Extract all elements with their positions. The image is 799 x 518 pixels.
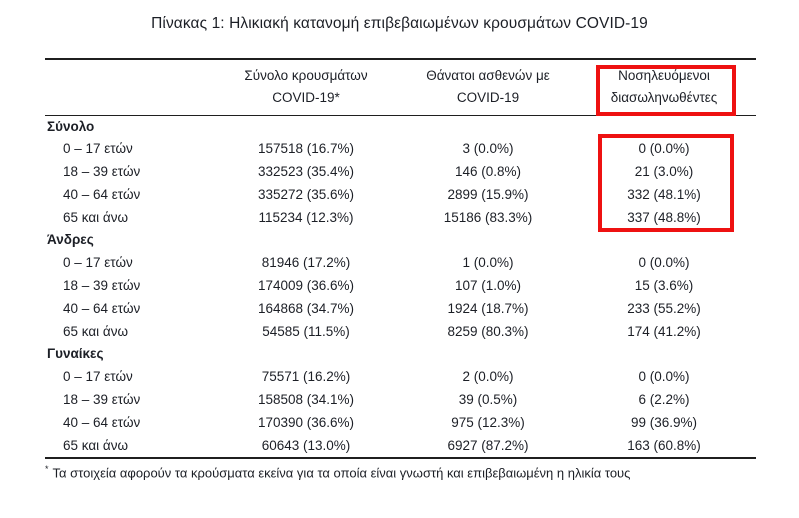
- table-row: 18 – 39 ετών 332523 (35.4%) 146 (0.8%) 2…: [45, 161, 756, 184]
- age-label: 40 – 64 ετών: [63, 414, 141, 430]
- table-row: 65 και άνω 54585 (11.5%) 8259 (80.3%) 17…: [45, 321, 756, 344]
- cases-value: 157518 (16.7%): [257, 141, 355, 157]
- cases-value: 115234 (12.3%): [258, 209, 354, 225]
- section-row-men: Άνδρες: [45, 229, 756, 252]
- age-label: 40 – 64 ετών: [63, 300, 141, 316]
- cases-value: 174009 (36.6%): [257, 278, 355, 294]
- col-header-intubated-line2: διασωληνωθέντες: [610, 90, 718, 106]
- cases-value: 170390 (36.6%): [257, 414, 355, 430]
- table-row: 0 – 17 ετών 75571 (16.2%) 2 (0.0%) 0 (0.…: [45, 366, 756, 389]
- deaths-value: 107 (1.0%): [454, 278, 522, 294]
- cases-value: 158508 (34.1%): [257, 392, 355, 408]
- intubated-value: 21 (3.0%): [634, 164, 694, 180]
- table-row: 40 – 64 ετών 335272 (35.6%) 2899 (15.9%)…: [45, 184, 756, 207]
- footnote-text: Τα στοιχεία αφορούν τα κρούσματα εκείνα …: [52, 465, 631, 481]
- deaths-value: 146 (0.8%): [454, 164, 522, 180]
- col-header-intubated: Νοσηλευόμενοι διασωληνωθέντες: [572, 59, 756, 116]
- cases-value: 60643 (13.0%): [261, 437, 351, 453]
- age-label: 65 και άνω: [63, 209, 129, 225]
- age-label: 0 – 17 ετών: [63, 255, 133, 271]
- age-label: 65 και άνω: [63, 437, 129, 453]
- header-row: Σύνολο κρουσμάτων COVID-19* Θάνατοι ασθε…: [45, 59, 756, 116]
- deaths-value: 3 (0.0%): [462, 141, 514, 157]
- deaths-value: 8259 (80.3%): [447, 323, 529, 339]
- age-distribution-table: Σύνολο κρουσμάτων COVID-19* Θάνατοι ασθε…: [45, 58, 756, 460]
- table-row: 18 – 39 ετών 158508 (34.1%) 39 (0.5%) 6 …: [45, 389, 756, 412]
- age-label: 40 – 64 ετών: [63, 186, 141, 202]
- age-label: 65 και άνω: [63, 323, 129, 339]
- section-row-total: Σύνολο: [45, 115, 756, 138]
- intubated-value: 233 (55.2%): [627, 300, 701, 316]
- intubated-value: 0 (0.0%): [638, 255, 690, 271]
- deaths-value: 975 (12.3%): [451, 414, 525, 430]
- footnote-asterisk: *: [45, 464, 49, 474]
- cases-value: 75571 (16.2%): [261, 369, 351, 385]
- intubated-value: 163 (60.8%): [627, 437, 701, 453]
- cases-value: 332523 (35.4%): [257, 164, 355, 180]
- deaths-value: 1924 (18.7%): [447, 300, 529, 316]
- age-label: 18 – 39 ετών: [63, 392, 141, 408]
- intubated-value: 0 (0.0%): [638, 141, 690, 157]
- age-label: 0 – 17 ετών: [63, 369, 133, 385]
- age-label: 0 – 17 ετών: [63, 141, 133, 157]
- cases-value: 164868 (34.7%): [257, 300, 355, 316]
- row-label-column-header: [45, 59, 208, 116]
- intubated-value: 99 (36.9%): [630, 414, 698, 430]
- section-label: Γυναίκες: [47, 346, 104, 362]
- section-label: Άνδρες: [47, 232, 94, 248]
- table-row: 40 – 64 ετών 164868 (34.7%) 1924 (18.7%)…: [45, 298, 756, 321]
- age-label: 18 – 39 ετών: [63, 278, 141, 294]
- col-header-deaths-line1: Θάνατοι ασθενών με: [426, 68, 550, 84]
- col-header-deaths-line2: COVID-19: [456, 90, 520, 106]
- intubated-value: 6 (2.2%): [638, 392, 690, 408]
- table-row: 65 και άνω 115234 (12.3%) 15186 (83.3%) …: [45, 207, 756, 230]
- intubated-value: 332 (48.1%): [627, 186, 701, 202]
- table-row: 0 – 17 ετών 81946 (17.2%) 1 (0.0%) 0 (0.…: [45, 252, 756, 275]
- deaths-value: 2 (0.0%): [462, 369, 514, 385]
- col-header-cases-line1: Σύνολο κρουσμάτων: [244, 68, 368, 84]
- table-title: Πίνακας 1: Ηλικιακή κατανομή επιβεβαιωμέ…: [151, 15, 648, 32]
- age-distribution-table-wrap: Σύνολο κρουσμάτων COVID-19* Θάνατοι ασθε…: [45, 58, 756, 460]
- table-row: 40 – 64 ετών 170390 (36.6%) 975 (12.3%) …: [45, 412, 756, 435]
- table-row: 0 – 17 ετών 157518 (16.7%) 3 (0.0%) 0 (0…: [45, 138, 756, 161]
- deaths-value: 6927 (87.2%): [447, 437, 529, 453]
- section-row-women: Γυναίκες: [45, 343, 756, 366]
- cases-value: 54585 (11.5%): [262, 323, 350, 339]
- intubated-value: 0 (0.0%): [638, 369, 690, 385]
- col-header-deaths: Θάνατοι ασθενών με COVID-19: [404, 59, 572, 116]
- section-label: Σύνολο: [47, 118, 95, 134]
- intubated-value: 337 (48.8%): [627, 209, 701, 225]
- col-header-cases-line2: COVID-19*: [272, 90, 340, 106]
- deaths-value: 15186 (83.3%): [443, 209, 533, 225]
- deaths-value: 39 (0.5%): [458, 392, 518, 408]
- deaths-value: 2899 (15.9%): [447, 186, 529, 202]
- cases-value: 81946 (17.2%): [261, 255, 351, 271]
- cases-value: 335272 (35.6%): [257, 186, 355, 202]
- footnote: * Τα στοιχεία αφορούν τα κρούσματα εκείνα…: [45, 464, 630, 480]
- table-row: 18 – 39 ετών 174009 (36.6%) 107 (1.0%) 1…: [45, 275, 756, 298]
- col-header-cases: Σύνολο κρουσμάτων COVID-19*: [208, 59, 404, 116]
- col-header-intubated-line1: Νοσηλευόμενοι: [618, 68, 710, 84]
- intubated-value: 15 (3.6%): [634, 278, 694, 294]
- intubated-value: 174 (41.2%): [627, 323, 701, 339]
- table-row: 65 και άνω 60643 (13.0%) 6927 (87.2%) 16…: [45, 435, 756, 459]
- age-label: 18 – 39 ετών: [63, 164, 141, 180]
- deaths-value: 1 (0.0%): [462, 255, 514, 271]
